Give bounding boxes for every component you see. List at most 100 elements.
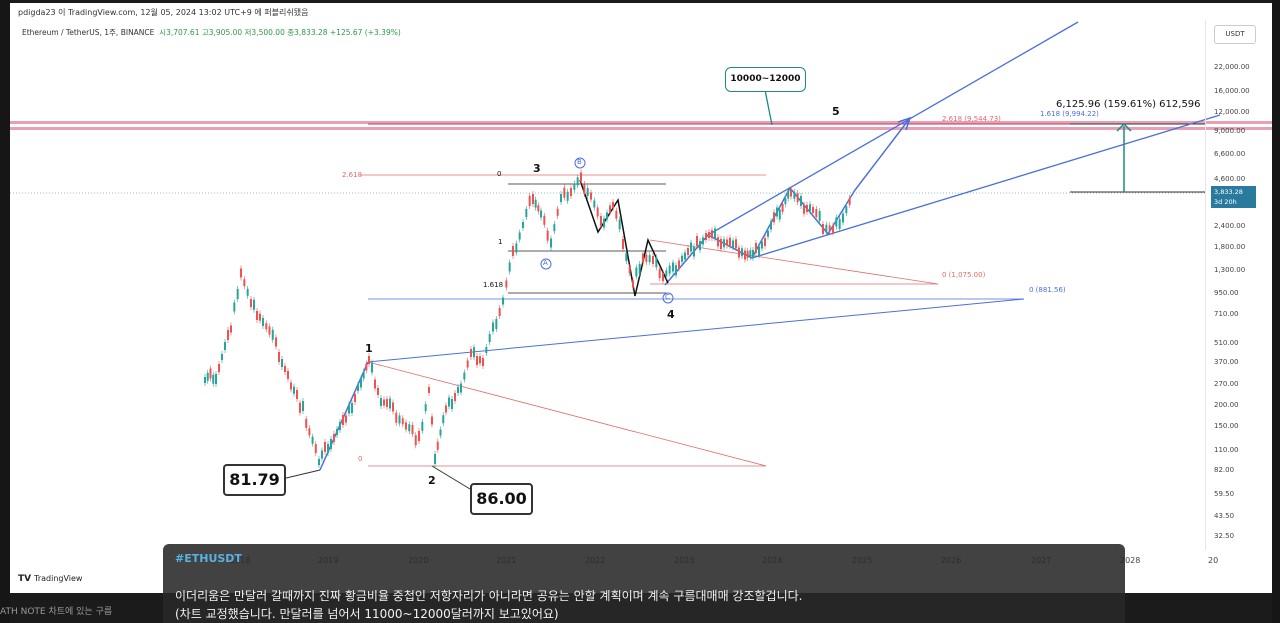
price-label: 59.50 bbox=[1214, 490, 1235, 498]
candle-body bbox=[729, 237, 731, 246]
candle-body bbox=[815, 209, 818, 217]
fib-1075-label: 0 (1,075.00) bbox=[942, 271, 986, 279]
candle-body bbox=[606, 212, 608, 220]
candle-body bbox=[528, 196, 531, 206]
candle-body bbox=[256, 311, 258, 320]
candle-body bbox=[732, 240, 734, 248]
candle-body bbox=[482, 358, 484, 366]
candle-body bbox=[822, 224, 824, 234]
fib-881-label: 0 (881.56) bbox=[1029, 286, 1066, 294]
candle-body bbox=[749, 250, 752, 258]
candle-body bbox=[240, 268, 242, 278]
currency-button[interactable]: USDT bbox=[1214, 25, 1256, 44]
candle-body bbox=[463, 372, 466, 380]
candle-body bbox=[708, 232, 710, 238]
wave-b-label: B bbox=[577, 158, 582, 166]
time-label: 2028 bbox=[1120, 556, 1141, 565]
candle-body bbox=[652, 256, 654, 264]
candle-body bbox=[600, 216, 602, 226]
candle-body bbox=[448, 397, 450, 407]
price-label: 150.00 bbox=[1214, 422, 1239, 430]
candle-body bbox=[570, 188, 572, 196]
candle-body bbox=[684, 252, 686, 260]
candle-body bbox=[593, 200, 596, 208]
projection-label: 6,125.96 (159.61%) 612,596 bbox=[1056, 99, 1201, 110]
candle-body bbox=[227, 330, 229, 340]
tradingview-logo[interactable]: 𝗧𝗩 TradingView bbox=[18, 574, 82, 584]
candle-body bbox=[408, 424, 411, 432]
candle-body bbox=[714, 228, 716, 239]
price-label: 32.50 bbox=[1214, 532, 1235, 540]
candle-body bbox=[773, 212, 775, 223]
candle-body bbox=[635, 267, 638, 277]
candle-body bbox=[492, 322, 494, 332]
candle-body bbox=[380, 398, 382, 406]
candle-body bbox=[473, 347, 475, 358]
candle-body bbox=[442, 415, 445, 424]
low-1-callout: 81.79 bbox=[223, 464, 286, 496]
price-label: 110.00 bbox=[1214, 446, 1239, 454]
candle-body bbox=[720, 239, 722, 249]
candle-body bbox=[586, 188, 589, 196]
candle-body bbox=[806, 205, 808, 212]
candle-body bbox=[672, 262, 674, 272]
wave-4-label: 4 bbox=[667, 308, 675, 321]
price-label: 9,000.00 bbox=[1214, 127, 1246, 135]
candle-body bbox=[206, 372, 209, 381]
candle-body bbox=[278, 352, 280, 362]
price-label: 510.00 bbox=[1214, 339, 1239, 347]
candle-body bbox=[466, 360, 469, 368]
candle-body bbox=[590, 192, 592, 200]
candle-body bbox=[618, 219, 621, 230]
candle-body bbox=[318, 459, 320, 465]
candle-body bbox=[389, 398, 391, 409]
candle-body bbox=[392, 402, 394, 412]
candle-body bbox=[758, 246, 760, 256]
candle-body bbox=[414, 435, 417, 446]
bar-countdown: 3d 20h bbox=[1214, 198, 1237, 206]
candle-body bbox=[596, 207, 599, 217]
candle-body bbox=[764, 238, 766, 246]
candle-body bbox=[776, 207, 778, 217]
price-label: 1,800.00 bbox=[1214, 243, 1246, 251]
candle-body bbox=[546, 230, 549, 241]
candle-body bbox=[290, 382, 292, 390]
candle-body bbox=[781, 203, 784, 212]
price-label: 200.00 bbox=[1214, 401, 1239, 409]
candle-body bbox=[268, 326, 271, 335]
candle-body bbox=[221, 354, 223, 360]
price-axis bbox=[1205, 20, 1263, 550]
low1-leader bbox=[281, 469, 321, 480]
wave-c-circle bbox=[662, 292, 674, 304]
candle-body bbox=[431, 416, 433, 425]
price-label: 950.00 bbox=[1214, 289, 1239, 297]
price-label: 16,000.00 bbox=[1214, 87, 1250, 95]
candle-body bbox=[848, 197, 851, 205]
ohlc-values: 시3,707.61 고3,905.00 저3,500.00 종3,833.28 … bbox=[159, 28, 401, 37]
candle-body bbox=[360, 378, 362, 388]
candle-body bbox=[658, 269, 661, 279]
wave-2-label: 2 bbox=[428, 474, 436, 487]
candle-body bbox=[778, 209, 781, 220]
candle-body bbox=[451, 399, 453, 409]
candle-body bbox=[330, 439, 332, 449]
candle-body bbox=[436, 441, 439, 450]
candle-body bbox=[818, 211, 821, 221]
candle-body bbox=[553, 224, 556, 232]
candle-body bbox=[842, 213, 844, 223]
candle-body bbox=[648, 255, 651, 263]
candle-body bbox=[362, 371, 365, 379]
candle-body bbox=[825, 224, 828, 233]
fib-0-label: 0 bbox=[497, 170, 502, 178]
candle-body bbox=[560, 194, 562, 202]
candle-body bbox=[563, 187, 566, 198]
candle-body bbox=[308, 428, 311, 436]
candle-body bbox=[377, 388, 379, 395]
resistance-band-bottom bbox=[10, 127, 1272, 130]
candle-body bbox=[603, 218, 605, 228]
candle-body bbox=[348, 404, 350, 414]
candle-body bbox=[628, 267, 631, 273]
candle-body bbox=[711, 230, 713, 239]
hashtag-link[interactable]: #ETHUSDT bbox=[175, 552, 242, 565]
candle-body bbox=[271, 329, 274, 340]
